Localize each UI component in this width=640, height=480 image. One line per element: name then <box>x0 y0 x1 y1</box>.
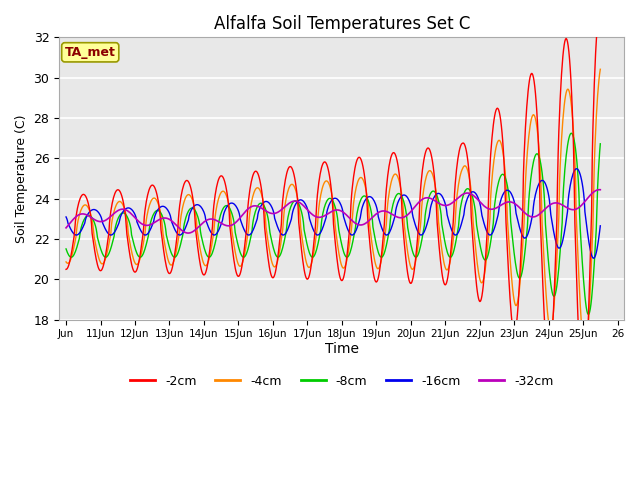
Y-axis label: Soil Temperature (C): Soil Temperature (C) <box>15 114 28 243</box>
Legend: -2cm, -4cm, -8cm, -16cm, -32cm: -2cm, -4cm, -8cm, -16cm, -32cm <box>125 370 559 393</box>
X-axis label: Time: Time <box>324 342 359 356</box>
Text: TA_met: TA_met <box>65 46 116 59</box>
Title: Alfalfa Soil Temperatures Set C: Alfalfa Soil Temperatures Set C <box>214 15 470 33</box>
